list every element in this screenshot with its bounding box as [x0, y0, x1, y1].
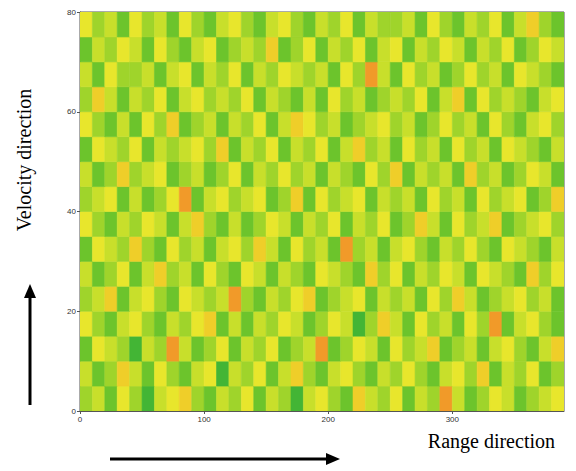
svg-text:40: 40 — [67, 207, 76, 216]
svg-text:Range direction: Range direction — [428, 430, 555, 453]
svg-text:60: 60 — [67, 107, 76, 116]
svg-text:Velocity direction: Velocity direction — [13, 89, 36, 232]
svg-text:0: 0 — [78, 415, 83, 424]
svg-text:20: 20 — [67, 307, 76, 316]
svg-text:0: 0 — [72, 407, 77, 416]
svg-text:300: 300 — [446, 415, 460, 424]
svg-text:80: 80 — [67, 8, 76, 17]
svg-text:200: 200 — [322, 415, 336, 424]
svg-text:100: 100 — [197, 415, 211, 424]
